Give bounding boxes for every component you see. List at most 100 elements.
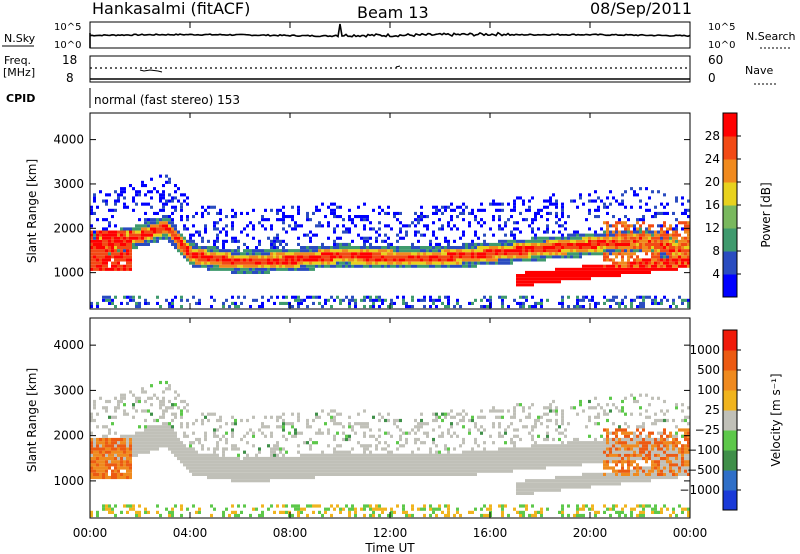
power-cell	[393, 211, 396, 215]
velocity-cell	[222, 472, 225, 476]
velocity-cell	[138, 444, 141, 448]
power-cell	[363, 239, 366, 243]
power-cell	[606, 196, 609, 200]
power-cell	[603, 252, 606, 256]
power-cell	[561, 270, 564, 274]
velocity-cell	[114, 463, 117, 467]
power-cell	[624, 305, 627, 309]
velocity-cell	[510, 450, 513, 454]
power-cell	[288, 215, 291, 219]
power-cell	[108, 230, 111, 234]
power-cell	[372, 252, 375, 256]
velocity-cell	[318, 510, 321, 514]
power-cell	[570, 252, 573, 256]
power-cell	[513, 239, 516, 243]
velocity-cell	[462, 441, 465, 445]
velocity-cell	[351, 507, 354, 511]
velocity-cell	[132, 453, 135, 457]
power-cell	[474, 242, 477, 246]
power-cell	[660, 227, 663, 231]
power-cell	[672, 298, 675, 302]
velocity-cell	[285, 437, 288, 442]
velocity-cell	[138, 396, 141, 400]
velocity-cell	[330, 472, 333, 476]
power-cell	[354, 301, 357, 305]
velocity-cell	[171, 437, 174, 442]
power-cell	[252, 261, 255, 265]
velocity-cell	[549, 444, 552, 448]
velocity-cell	[372, 415, 375, 419]
velocity-cell	[504, 469, 507, 473]
velocity-cell	[465, 450, 468, 454]
velocity-cell	[522, 425, 525, 429]
power-cell	[156, 236, 159, 240]
power-cell	[213, 246, 216, 250]
velocity-cell	[138, 437, 141, 442]
power-cell	[384, 233, 387, 237]
power-cell	[243, 227, 246, 231]
power-cell	[405, 252, 408, 256]
power-cell	[558, 239, 561, 243]
power-cell	[156, 211, 159, 215]
power-cell	[675, 224, 678, 228]
power-cell	[561, 274, 564, 278]
power-cell	[441, 301, 444, 305]
power-cell	[420, 249, 423, 253]
velocity-cell	[336, 453, 339, 457]
velocity-cell	[171, 412, 174, 416]
velocity-cell	[498, 434, 501, 438]
power-cell	[558, 242, 561, 246]
power-cell	[432, 221, 435, 225]
power-cell	[411, 261, 414, 265]
velocity-cell	[159, 415, 162, 419]
velocity-cell	[132, 447, 135, 451]
power-cell	[138, 190, 141, 194]
velocity-cell	[549, 482, 552, 486]
power-cell	[126, 230, 129, 234]
velocity-cell	[510, 460, 513, 464]
power-cell	[396, 295, 399, 299]
power-cell	[684, 224, 687, 228]
velocity-cell	[537, 510, 540, 514]
velocity-cell	[555, 475, 558, 480]
velocity-cell	[336, 450, 339, 454]
velocity-cell	[423, 504, 426, 508]
velocity-cell	[519, 491, 522, 495]
velocity-cell	[459, 418, 462, 423]
power-cell	[204, 224, 207, 228]
power-cell	[375, 258, 378, 262]
power-cell	[678, 258, 681, 262]
power-cell	[615, 224, 618, 228]
power-cell	[222, 261, 225, 265]
power-cell	[309, 252, 312, 256]
power-cell	[426, 246, 429, 250]
power-cell	[663, 261, 666, 265]
power-cell	[594, 215, 597, 219]
power-cell	[441, 261, 444, 265]
velocity-cell	[435, 418, 438, 423]
power-cell	[501, 239, 504, 243]
power-cell	[432, 252, 435, 256]
velocity-cell	[171, 447, 174, 451]
power-cell	[369, 264, 372, 268]
velocity-cell	[354, 460, 357, 464]
velocity-cell	[336, 472, 339, 476]
power-cell	[273, 236, 276, 240]
velocity-cell	[126, 466, 129, 470]
velocity-cell	[405, 472, 408, 476]
velocity-cell	[549, 488, 552, 492]
velocity-cell	[249, 469, 252, 473]
power-cell	[591, 233, 594, 237]
velocity-cell	[471, 418, 474, 423]
velocity-cell	[105, 466, 108, 470]
power-cell	[96, 236, 99, 240]
power-cell	[90, 301, 93, 305]
velocity-cell	[321, 513, 324, 518]
power-cell	[600, 239, 603, 243]
velocity-cell	[297, 472, 300, 476]
velocity-cell	[540, 444, 543, 448]
power-cell	[132, 295, 135, 299]
velocity-cell	[159, 403, 162, 407]
velocity-cell	[510, 422, 513, 426]
power-cell	[603, 242, 606, 246]
